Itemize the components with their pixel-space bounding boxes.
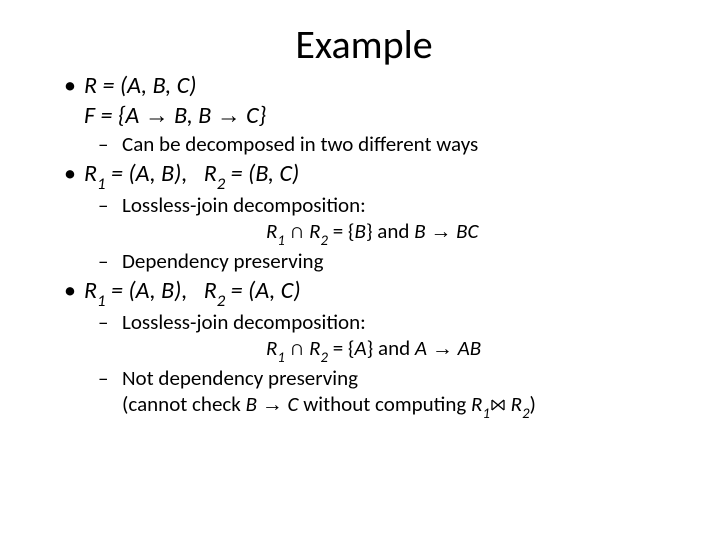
bullet-2-sub-2-text: Dependency preserving (122, 248, 323, 274)
bullet-2-sub-1-detail: R1 ∩ R2 = {B} and B → BC (56, 218, 672, 248)
bullet-3-sub-1: – Lossless-join decomposition: (56, 309, 672, 335)
bullet-2: • R1 = (A, B), R2 = (B, C) (56, 159, 672, 192)
bullet-1: • R = (A, B, C) (56, 71, 672, 101)
bullet-3-sub-2-detail: (cannot check B → C without computing R1… (56, 391, 672, 421)
dash-marker: – (98, 365, 122, 391)
bullet-1-text: R = (A, B, C) (84, 71, 197, 101)
dash-marker: – (98, 309, 122, 335)
bullet-3-sub-2: – Not dependency preserving (56, 365, 672, 391)
dash-marker: – (98, 192, 122, 218)
bullet-marker: • (56, 71, 84, 101)
bullet-2-sub-1: – Lossless-join decomposition: (56, 192, 672, 218)
bullet-1-sub-1-text: Can be decomposed in two different ways (122, 131, 478, 157)
bullet-marker: • (56, 159, 84, 189)
bullet-1-sub-1: – Can be decomposed in two different way… (56, 131, 672, 157)
bullet-3-sub-1-detail: R1 ∩ R2 = {A} and A → AB (56, 335, 672, 365)
dash-marker: – (98, 131, 122, 157)
slide-content: • R = (A, B, C) F = {A → B, B → C} – Can… (56, 71, 672, 421)
bullet-1-line2: F = {A → B, B → C} (56, 101, 672, 131)
slide-container: Example • R = (A, B, C) F = {A → B, B → … (0, 0, 720, 540)
bullet-3-sub-2-text: Not dependency preserving (122, 365, 358, 391)
bullet-3: • R1 = (A, B), R2 = (A, C) (56, 276, 672, 309)
bullet-marker: • (56, 276, 84, 306)
slide-title: Example (56, 20, 672, 69)
bullet-2-sub-1-text: Lossless-join decomposition: (122, 192, 366, 218)
dash-marker: – (98, 248, 122, 274)
natural-join-icon (491, 398, 505, 412)
bullet-3-text: R1 = (A, B), R2 = (A, C) (84, 276, 301, 309)
bullet-2-sub-2: – Dependency preserving (56, 248, 672, 274)
bullet-2-text: R1 = (A, B), R2 = (B, C) (84, 159, 299, 192)
bullet-3-sub-1-text: Lossless-join decomposition: (122, 309, 366, 335)
